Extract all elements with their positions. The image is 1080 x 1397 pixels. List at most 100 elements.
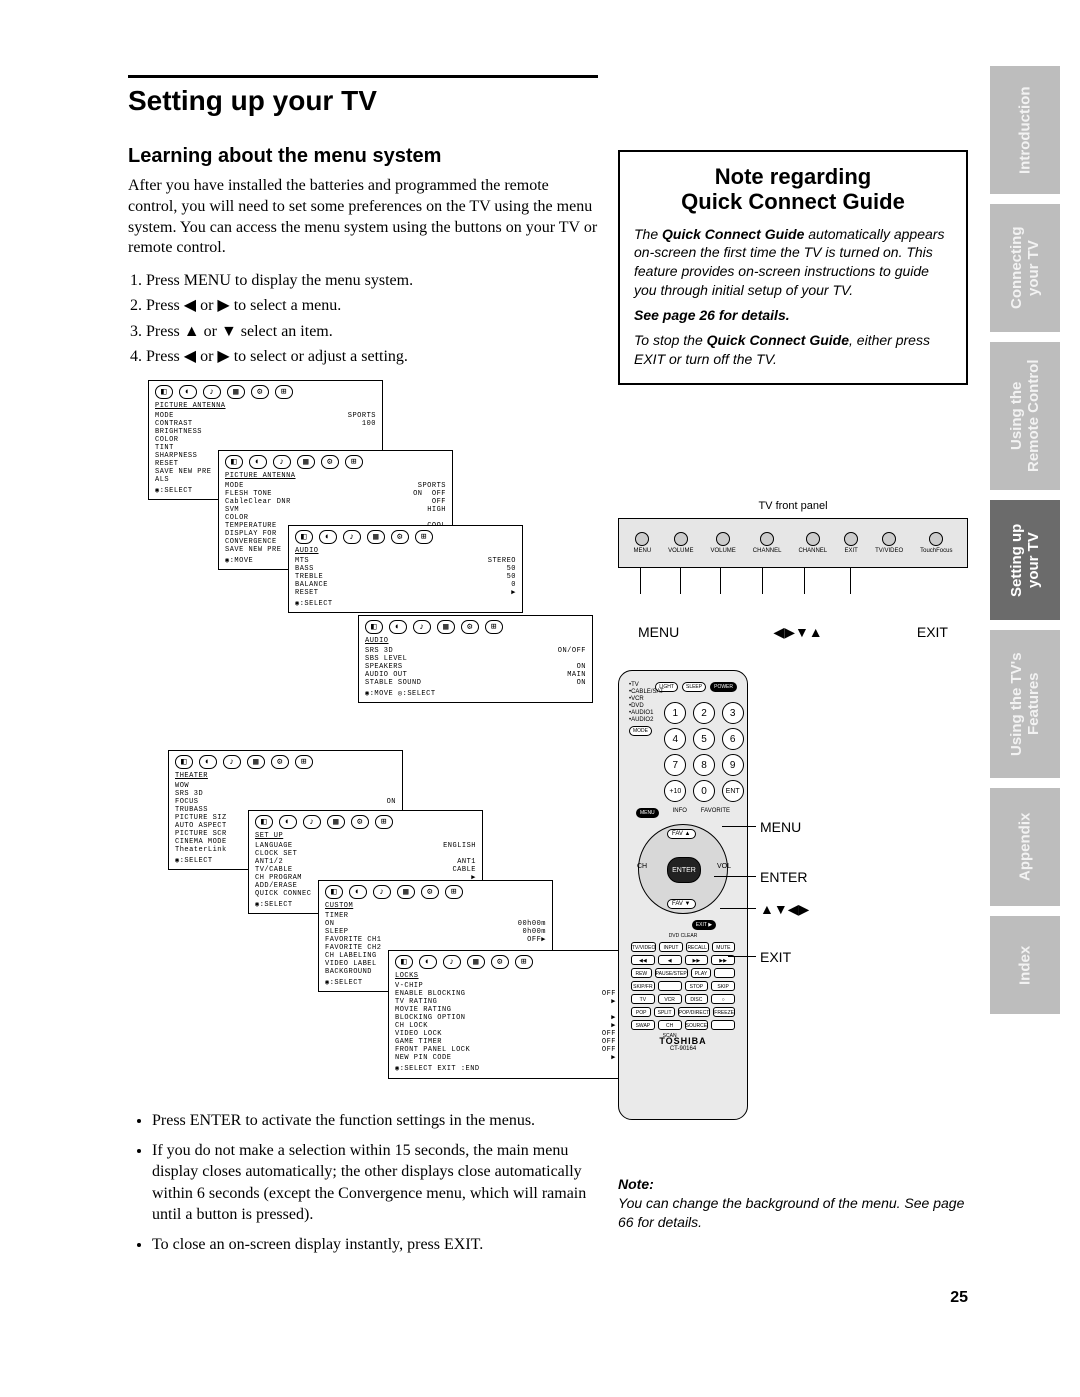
vol-label: VOL [717,863,731,870]
tv-panel-strip: MENUVOLUMEVOLUMECHANNELCHANNELEXITTV/VID… [618,518,968,568]
list-item: Press ENTER to activate the function set… [152,1110,598,1132]
menu-tab-icon: ⊞ [445,885,463,899]
remote-button [711,1020,735,1030]
exit-row: EXIT ▶ [629,920,737,930]
menu-row: TV/CABLECABLE [255,866,476,874]
num-3: 3 [722,702,744,724]
num-9: 9 [722,754,744,776]
remote-button: ▶▶ [685,955,709,965]
step: Press ◀ or ▶ to select or adjust a setti… [146,345,598,368]
menu-row: RESET▶ [295,589,516,597]
menu-row: FOCUSON [175,798,396,806]
menu-row: COLOR [155,436,376,444]
menu-row: CONTRAST100 [155,420,376,428]
side-nav-tabs: Introduction Connectingyour TV Using theRe… [990,66,1060,1014]
menu-row: BALANCE0 [295,581,516,589]
menu-row: MODESPORTS [155,412,376,420]
remote-button: REW [631,968,652,978]
menu-row: MOVIE RATING [395,1006,616,1014]
menu-tab-icon: ⚙ [391,530,409,544]
note-heading-l2: Quick Connect Guide [681,189,905,214]
nav-tab[interactable]: Introduction [990,66,1060,194]
remote-button: SKIP/FR [631,981,655,991]
remote-button: RECALL [686,942,709,952]
tv-panel-button: VOLUME [668,532,693,554]
button-label: TouchFocus [920,548,952,554]
menu-tab-icons: ◧◐♪▦⚙⊞ [225,455,446,469]
nav-tab[interactable]: Index [990,916,1060,1014]
remote-row: POP CHSPLITPOP/DIRECT CHFREEZE [631,1007,735,1017]
number-pad: 1 2 3 4 5 6 7 8 9 +10 0 ENT [663,702,745,802]
list-item: If you do not make a selection within 15… [152,1140,598,1226]
section-subtitle: Learning about the menu system [128,145,598,168]
menu-tab-icon: ⊞ [295,755,313,769]
button-icon [674,532,688,546]
info-label: INFO [673,808,687,818]
num-0: 0 [693,780,715,802]
menu-tab-icon: ▦ [397,885,415,899]
menu-row: VIDEO LOCKOFF [395,1030,616,1038]
menu-tab-icon: ⚙ [421,885,439,899]
remote-row: TV/VIDEOINPUTRECALLMUTE [631,942,735,952]
tv-panel-button: TouchFocus [920,532,952,554]
num-2: 2 [693,702,715,724]
intro-paragraph: After you have installed the batteries a… [128,176,598,259]
button-label: VOLUME [668,548,693,554]
menu-tab-icon: ▦ [367,530,385,544]
remote-button: VCR [658,994,682,1004]
menu-row: BLOCKING OPTION▶ [395,1014,616,1022]
menu-row: SRS 3DON/OFF [365,647,586,655]
menu-tab-icon: ◧ [155,385,173,399]
remote-button: INPUT [659,942,682,952]
button-label: VOLUME [710,548,735,554]
favorite-label: FAVORITE [701,808,730,818]
main-column: Setting up your TV Learning about the me… [128,85,598,1120]
panel-label-exit: EXIT [917,624,948,641]
menu-row: FRONT PANEL LOCKOFF [395,1046,616,1054]
button-icon [844,532,858,546]
osd-menu-box: ◧◐♪▦⚙⊞AUDIOMTSSTEREOBASS50TREBLE50BALANC… [288,525,523,613]
num-8: 8 [693,754,715,776]
menu-tab-icon: ♪ [303,815,321,829]
menu-tab-icon: ◧ [295,530,313,544]
menu-tab-icon: ▦ [227,385,245,399]
remote-src: •VCR [629,696,644,702]
nav-tab[interactable]: Using the TV'sFeatures [990,630,1060,778]
num-6: 6 [722,728,744,750]
tv-panel-button: MENU [633,532,651,554]
remote-button: ◀◀ [631,955,655,965]
note2-bold: Quick Connect Guide [707,332,849,348]
menu-tab-icons: ◧◐♪▦⚙⊞ [155,385,376,399]
menu-tab-icon: ◐ [179,385,197,399]
menu-footer: ◉:SELECT [295,600,516,608]
nav-tab[interactable]: Appendix [990,788,1060,906]
button-icon [882,532,896,546]
menu-row: CLOCK SET [255,850,476,858]
menu-row: MTSSTEREO [295,557,516,565]
osd-menu-box: ◧◐♪▦⚙⊞AUDIOSRS 3DON/OFFSBS LEVELSPEAKERS… [358,615,593,703]
menu-row: SVMHIGH [225,506,446,514]
instruction-steps: Press MENU to display the menu system. P… [146,269,598,368]
lead-line [722,826,756,827]
nav-tab[interactable]: Connectingyour TV [990,204,1060,332]
nav-tab[interactable]: Using theRemote Control [990,342,1060,490]
callout-exit: EXIT [760,950,791,964]
callout-lines [618,568,968,596]
nav-tab[interactable]: Setting upyour TV [990,500,1060,620]
menu-title: PICTURE ANTENNA [155,402,376,410]
menu-row: SPEAKERSON [365,663,586,671]
menu-row: SRS 3D [175,790,396,798]
menu-tab-icons: ◧◐♪▦⚙⊞ [255,815,476,829]
remote-src: •AUDIO1 [629,710,653,716]
menu-tab-icon: ⊞ [275,385,293,399]
sleep-button: SLEEP [682,682,706,692]
menu-tab-icon: ⚙ [491,955,509,969]
remote-src: •CABLE/SAT [629,689,664,695]
menu-screenshots-cascade: ◧◐♪▦⚙⊞PICTURE ANTENNAMODESPORTSCONTRAST1… [128,380,598,1120]
button-label: EXIT [844,548,857,554]
remote-button: STOP [685,981,709,991]
callout-enter: ENTER [760,870,807,884]
section-rule [128,75,598,78]
num-4: 4 [664,728,686,750]
menu-tab-icon: ▦ [297,455,315,469]
